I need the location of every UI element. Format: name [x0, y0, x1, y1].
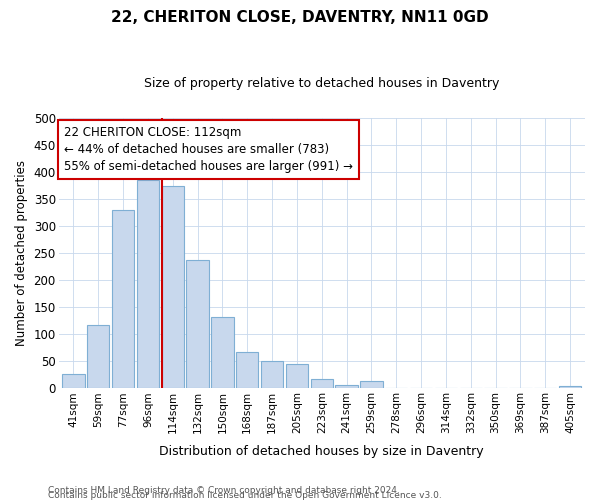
Text: Contains HM Land Registry data © Crown copyright and database right 2024.: Contains HM Land Registry data © Crown c… — [48, 486, 400, 495]
Bar — [62, 374, 85, 388]
Text: 22, CHERITON CLOSE, DAVENTRY, NN11 0GD: 22, CHERITON CLOSE, DAVENTRY, NN11 0GD — [111, 10, 489, 25]
Bar — [360, 382, 383, 388]
Text: 22 CHERITON CLOSE: 112sqm
← 44% of detached houses are smaller (783)
55% of semi: 22 CHERITON CLOSE: 112sqm ← 44% of detac… — [64, 126, 353, 173]
Text: Contains public sector information licensed under the Open Government Licence v3: Contains public sector information licen… — [48, 490, 442, 500]
Bar — [311, 379, 333, 388]
Title: Size of property relative to detached houses in Daventry: Size of property relative to detached ho… — [144, 78, 499, 90]
X-axis label: Distribution of detached houses by size in Daventry: Distribution of detached houses by size … — [160, 444, 484, 458]
Bar — [559, 386, 581, 388]
Bar — [335, 384, 358, 388]
Bar — [211, 316, 233, 388]
Bar — [236, 352, 259, 389]
Bar — [87, 325, 109, 388]
Bar — [187, 260, 209, 388]
Bar — [137, 180, 159, 388]
Bar — [112, 210, 134, 388]
Bar — [286, 364, 308, 388]
Y-axis label: Number of detached properties: Number of detached properties — [15, 160, 28, 346]
Bar — [261, 362, 283, 388]
Bar — [161, 186, 184, 388]
